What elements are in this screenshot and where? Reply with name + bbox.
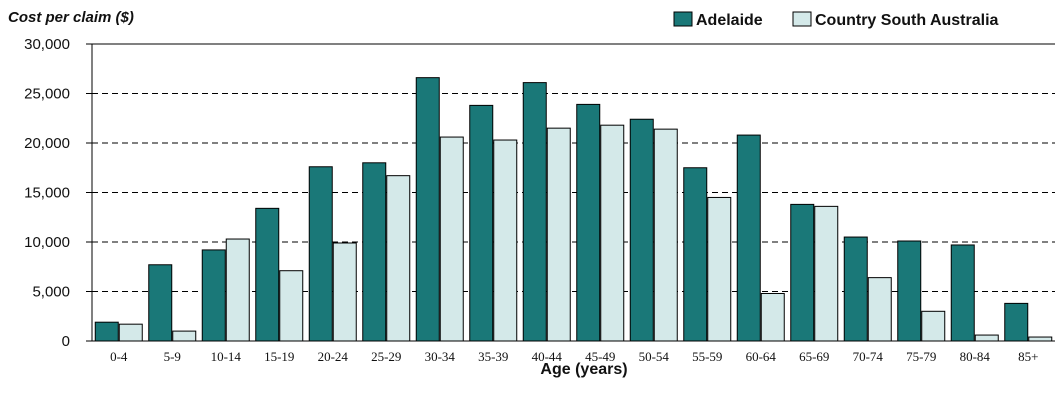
x-tick-label: 0-4 xyxy=(110,349,128,364)
x-tick-label: 20-24 xyxy=(318,349,349,364)
x-tick-label: 55-59 xyxy=(692,349,722,364)
bar-country-sa xyxy=(974,334,999,342)
bar-country-sa xyxy=(332,242,357,342)
x-tick-label: 5-9 xyxy=(164,349,181,364)
y-tick-label: 0 xyxy=(62,333,70,350)
x-tick-label: 15-19 xyxy=(264,349,294,364)
bar-country-sa xyxy=(493,139,518,342)
bar-country-sa xyxy=(921,310,946,342)
y-axis-title: Cost per claim ($) xyxy=(8,9,134,26)
x-tick-label: 10-14 xyxy=(211,349,242,364)
bars xyxy=(94,77,1053,342)
bar-adelaide xyxy=(255,207,280,342)
x-tick-label: 70-74 xyxy=(853,349,884,364)
bar-adelaide xyxy=(94,321,119,342)
bar-adelaide xyxy=(790,203,815,342)
x-tick-label: 65-69 xyxy=(799,349,829,364)
x-tick-label: 80-84 xyxy=(960,349,991,364)
bar-adelaide xyxy=(201,249,226,342)
y-tick-label: 15,000 xyxy=(24,185,70,202)
bar-country-sa xyxy=(118,323,143,342)
x-tick-labels: 0-4 5-9 10-14 15-19 20-24 25-29 30-34 35-39 40-4… xyxy=(110,349,1038,364)
bar-country-sa xyxy=(707,196,732,342)
x-tick-label: 60-64 xyxy=(746,349,777,364)
bar-country-sa xyxy=(439,136,464,342)
bar-adelaide xyxy=(415,77,440,342)
bar-country-sa xyxy=(172,330,197,342)
x-tick-label: 25-29 xyxy=(371,349,401,364)
bar-adelaide xyxy=(576,103,601,342)
bar-country-sa xyxy=(279,270,304,342)
bar-adelaide xyxy=(736,134,761,342)
legend-swatch xyxy=(673,11,693,27)
bar-country-sa xyxy=(600,124,625,342)
bar-adelaide xyxy=(148,264,173,342)
x-axis-title: Age (years) xyxy=(540,361,627,378)
y-tick-label: 5,000 xyxy=(32,284,70,301)
bar-adelaide xyxy=(1004,302,1029,342)
bar-adelaide xyxy=(950,244,975,342)
bar-adelaide xyxy=(683,167,708,342)
bar-adelaide xyxy=(522,82,547,342)
legend: Adelaide Country South Australia xyxy=(673,11,999,29)
x-tick-label: 40-44 xyxy=(532,349,563,364)
legend-label: Country South Australia xyxy=(815,12,999,29)
bar-adelaide xyxy=(897,240,922,342)
x-tick-label: 50-54 xyxy=(639,349,670,364)
bar-country-sa xyxy=(1028,336,1053,342)
y-tick-label: 30,000 xyxy=(24,36,70,53)
bar-adelaide xyxy=(362,162,387,342)
x-tick-label: 30-34 xyxy=(425,349,456,364)
bar-country-sa xyxy=(225,238,250,342)
bar-country-sa xyxy=(814,205,839,342)
legend-swatch xyxy=(792,11,812,27)
bar-adelaide xyxy=(308,166,333,342)
x-tick-label: 75-79 xyxy=(906,349,936,364)
x-tick-label: 85+ xyxy=(1018,349,1038,364)
y-tick-label: 25,000 xyxy=(24,86,70,103)
y-tick-labels: 0 5,000 10,000 15,000 20,000 25,000 30,000 xyxy=(24,36,92,350)
bar-country-sa xyxy=(546,127,571,342)
bar-country-sa xyxy=(867,277,892,342)
bar-adelaide xyxy=(629,118,654,342)
bar-country-sa xyxy=(386,175,411,342)
bar-adelaide xyxy=(843,236,868,342)
y-tick-label: 20,000 xyxy=(24,135,70,152)
y-tick-label: 10,000 xyxy=(24,234,70,251)
bar-country-sa xyxy=(760,292,785,342)
x-tick-label: 35-39 xyxy=(478,349,508,364)
legend-label: Adelaide xyxy=(696,12,763,29)
x-tick-label: 45-49 xyxy=(585,349,615,364)
bar-country-sa xyxy=(653,128,678,342)
bar-adelaide xyxy=(469,104,494,342)
